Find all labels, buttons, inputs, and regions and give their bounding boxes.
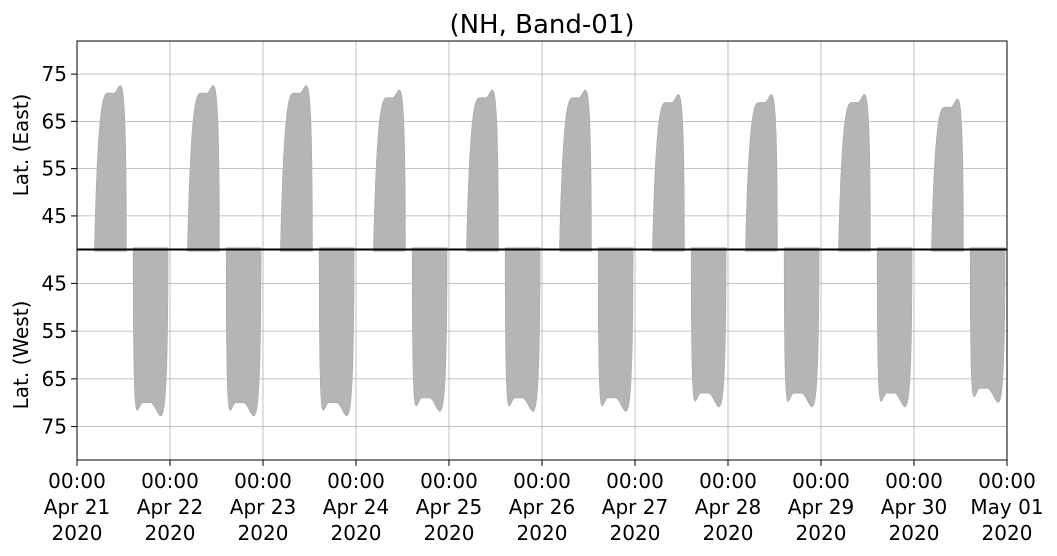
x-tick-time: 00:00 — [141, 469, 199, 493]
x-tick-year: 2020 — [796, 521, 847, 545]
east-y-ticks: 45 55 65 75 — [42, 62, 77, 228]
x-tick-time: 00:00 — [420, 469, 478, 493]
east-swaths — [94, 85, 964, 252]
x-tick-date: Apr 29 — [788, 495, 854, 519]
east-swath — [94, 85, 127, 252]
east-y-tick-label: 75 — [42, 62, 67, 86]
x-tick-label: 00:00 Apr 22 2020 — [137, 469, 203, 545]
east-panel: 45 55 65 75 Lat. (East) — [9, 41, 1008, 252]
east-axes-frame — [76, 40, 1008, 250]
west-y-tick-label: 65 — [42, 367, 67, 391]
west-swath — [132, 247, 169, 417]
x-tick-time: 00:00 — [513, 469, 571, 493]
east-swath — [931, 98, 964, 252]
x-tick-label: 00:00 Apr 28 2020 — [695, 469, 761, 545]
x-tick-year: 2020 — [424, 521, 475, 545]
x-tick-label: 00:00 Apr 24 2020 — [323, 469, 389, 545]
x-tick-date: Apr 30 — [881, 495, 947, 519]
east-y-axis-label: Lat. (East) — [9, 94, 33, 197]
x-tick-time: 00:00 — [978, 469, 1036, 493]
x-tick-time: 00:00 — [48, 469, 106, 493]
west-y-ticks: 45 55 65 75 — [42, 271, 77, 439]
west-swath — [411, 247, 448, 412]
west-swath — [504, 247, 541, 412]
x-tick-date: Apr 27 — [602, 495, 668, 519]
east-swath — [280, 85, 313, 252]
west-swath — [225, 247, 262, 417]
west-panel: 45 55 65 75 Lat. (West) — [9, 247, 1008, 460]
x-tick-label: 00:00 Apr 30 2020 — [881, 469, 947, 545]
x-tick-time: 00:00 — [606, 469, 664, 493]
east-swath — [838, 94, 871, 252]
x-tick-year: 2020 — [610, 521, 661, 545]
west-swath — [969, 247, 1006, 403]
x-tick-year: 2020 — [52, 521, 103, 545]
x-tick-date: Apr 21 — [44, 495, 110, 519]
x-tick-label: 00:00 Apr 27 2020 — [602, 469, 668, 545]
x-tick-year: 2020 — [238, 521, 289, 545]
west-swath — [597, 247, 634, 412]
west-swath — [876, 247, 913, 408]
chart-title: (NH, Band-01) — [449, 10, 634, 40]
west-y-axis-label: Lat. (West) — [9, 301, 33, 410]
x-tick-date: Apr 24 — [323, 495, 389, 519]
x-tick-label: 00:00 Apr 26 2020 — [509, 469, 575, 545]
x-tick-label: 00:00 Apr 23 2020 — [230, 469, 296, 545]
x-tick-time: 00:00 — [885, 469, 943, 493]
x-tick-date: Apr 23 — [230, 495, 296, 519]
west-y-tick-label: 45 — [42, 271, 67, 295]
east-swath — [652, 94, 685, 252]
east-y-tick-label: 55 — [42, 157, 67, 181]
x-tick-label: 00:00 Apr 29 2020 — [788, 469, 854, 545]
west-swaths — [132, 247, 1006, 417]
x-tick-date: Apr 28 — [695, 495, 761, 519]
x-tick-year: 2020 — [517, 521, 568, 545]
x-tick-label: 00:00 Apr 25 2020 — [416, 469, 482, 545]
x-tick-label: 00:00 Apr 21 2020 — [44, 469, 110, 545]
east-swath — [559, 89, 592, 252]
east-swath — [745, 94, 778, 252]
east-swath — [187, 85, 220, 252]
x-tick-year: 2020 — [145, 521, 196, 545]
west-y-tick-label: 75 — [42, 415, 67, 439]
west-y-tick-label: 55 — [42, 319, 67, 343]
x-tick-date: May 01 — [970, 495, 1043, 519]
east-swath — [466, 89, 499, 252]
x-tick-time: 00:00 — [792, 469, 850, 493]
x-tick-label: 00:00 May 01 2020 — [970, 469, 1043, 545]
x-tick-date: Apr 22 — [137, 495, 203, 519]
x-tick-time: 00:00 — [234, 469, 292, 493]
x-tick-time: 00:00 — [327, 469, 385, 493]
east-y-tick-label: 65 — [42, 109, 67, 133]
x-tick-time: 00:00 — [699, 469, 757, 493]
x-tick-year: 2020 — [889, 521, 940, 545]
x-tick-date: Apr 25 — [416, 495, 482, 519]
west-swath — [783, 247, 820, 408]
x-tick-date: Apr 26 — [509, 495, 575, 519]
x-tick-year: 2020 — [982, 521, 1033, 545]
west-swath — [690, 247, 727, 408]
west-swath — [318, 247, 355, 417]
x-tick-year: 2020 — [331, 521, 382, 545]
west-gridlines — [76, 250, 1008, 460]
x-tick-year: 2020 — [703, 521, 754, 545]
east-swath — [373, 89, 406, 252]
east-y-tick-label: 45 — [42, 204, 67, 228]
